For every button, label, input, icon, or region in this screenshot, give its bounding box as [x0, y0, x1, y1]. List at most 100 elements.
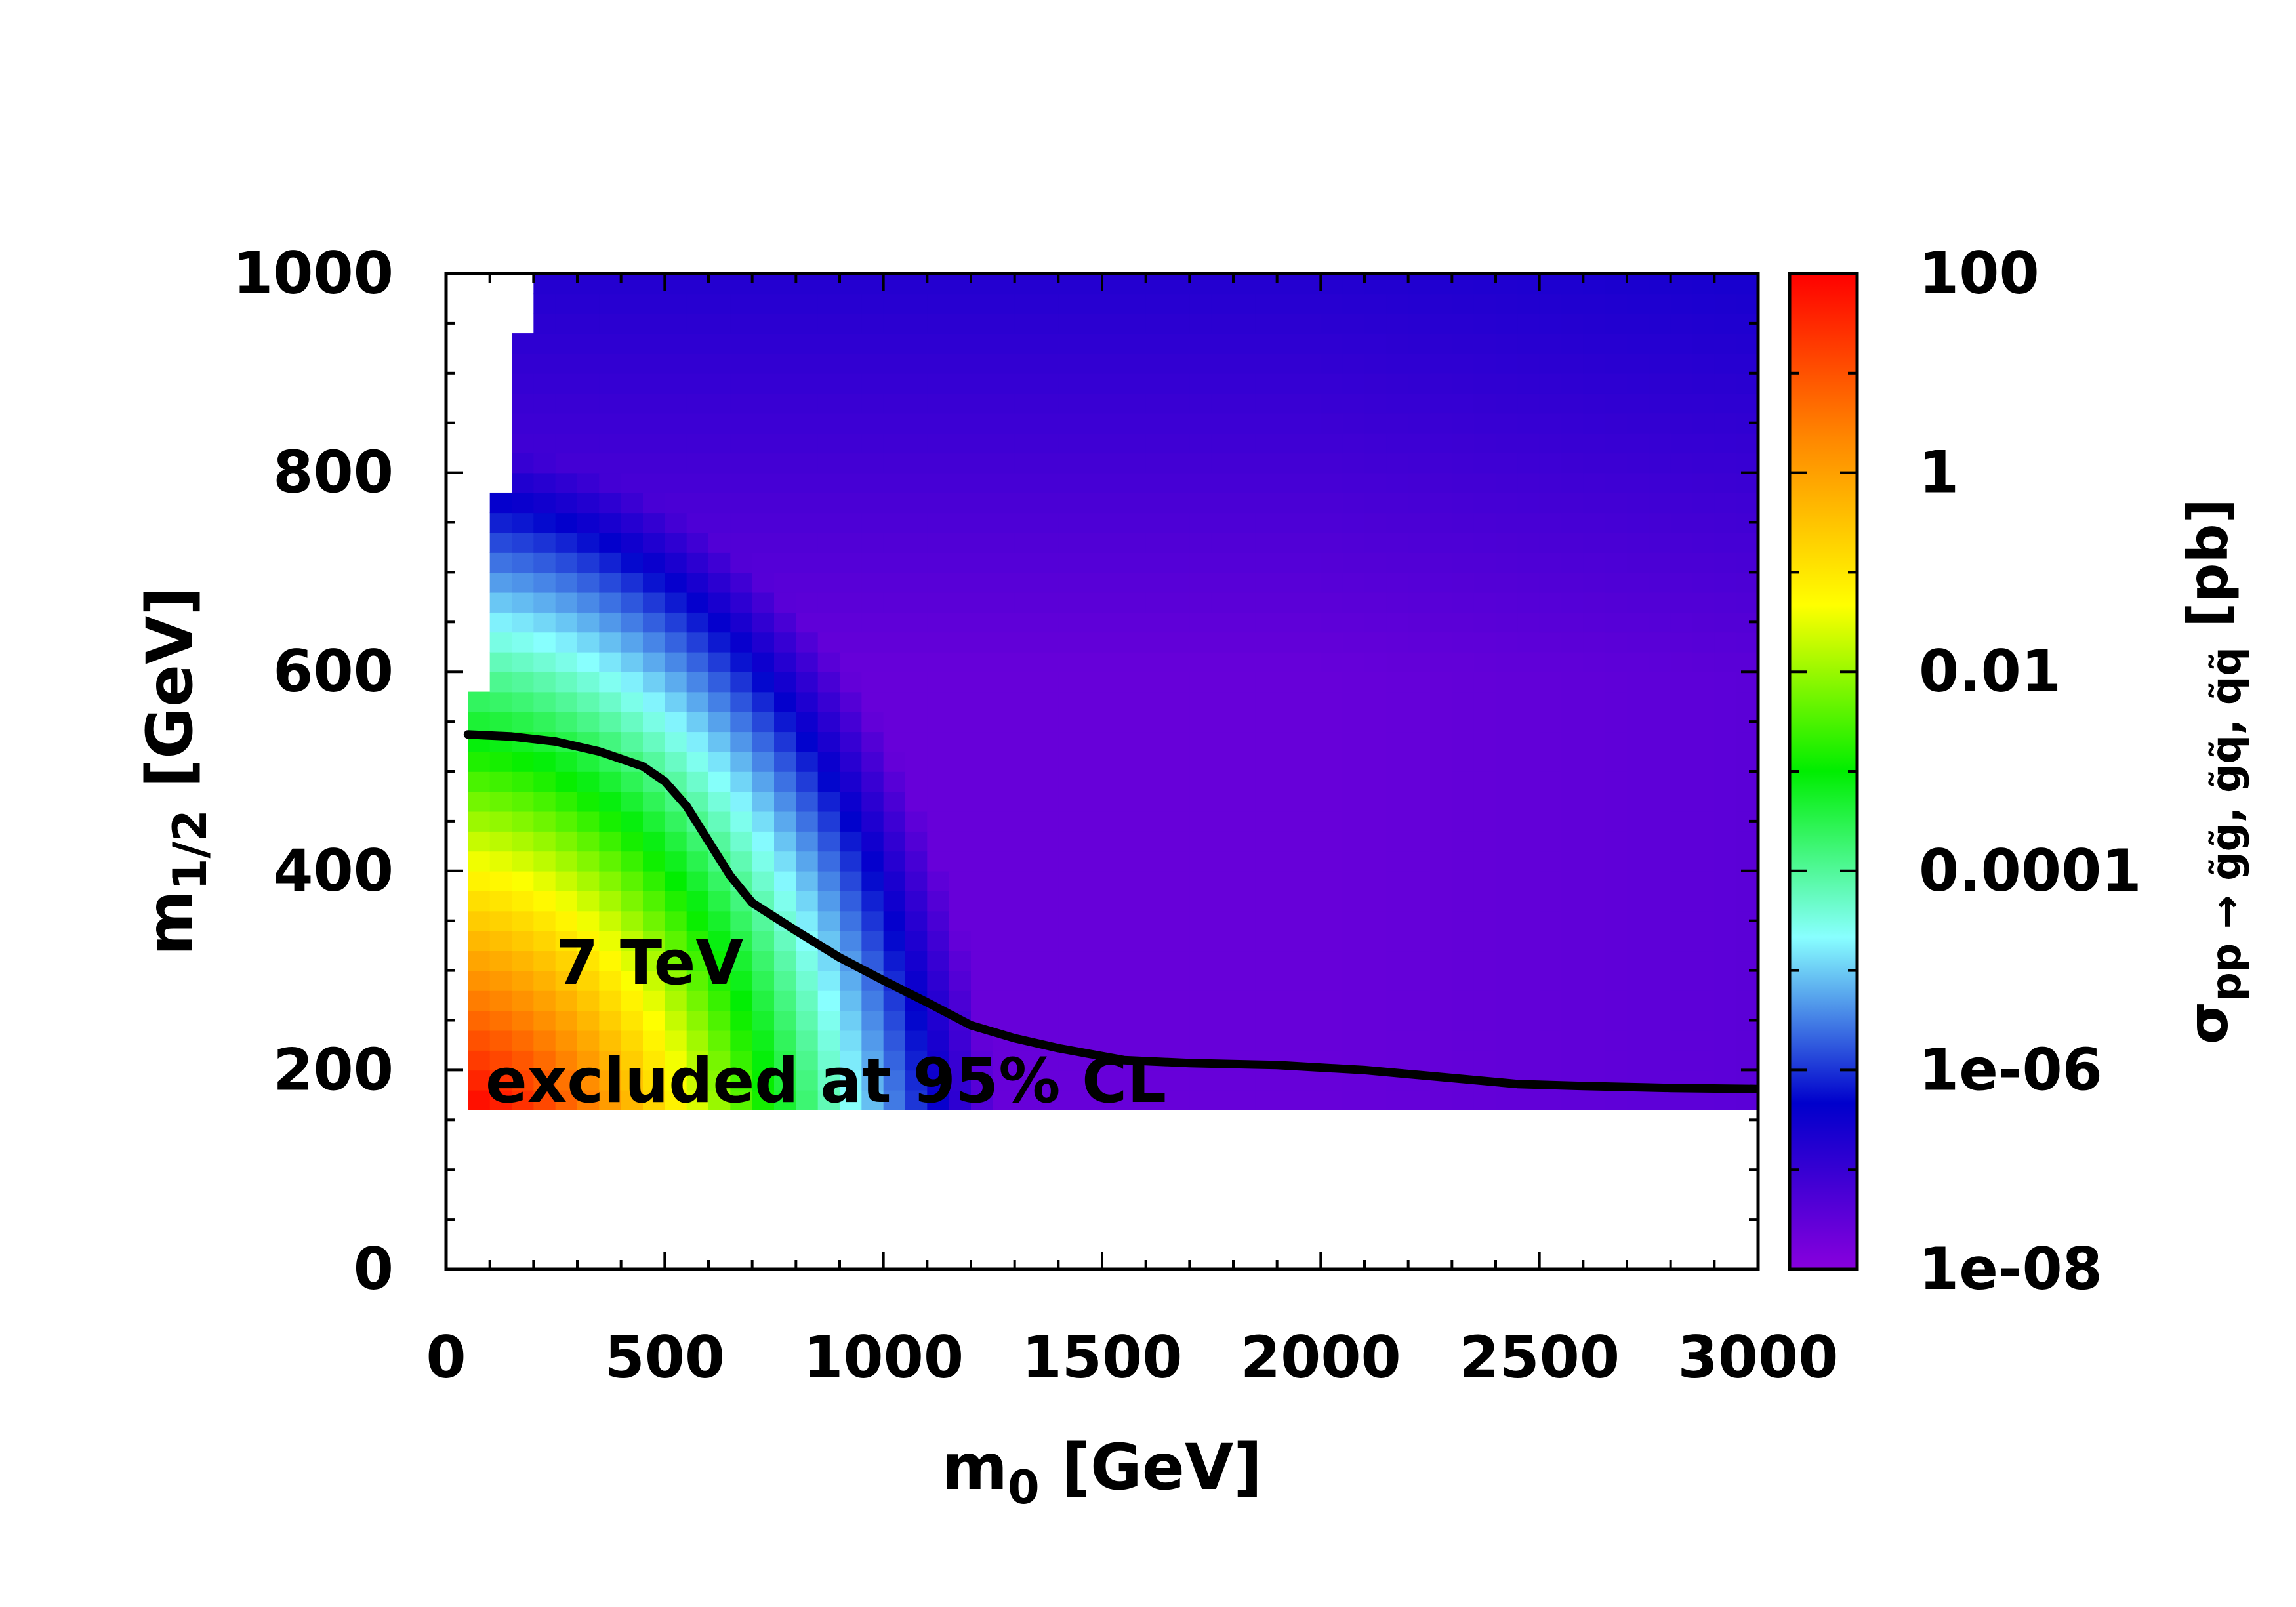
x-tick-label: 500 — [604, 1324, 725, 1391]
heatmap-cell — [1605, 851, 1628, 872]
heatmap-cell — [512, 393, 535, 414]
heatmap-cell — [971, 512, 994, 533]
heatmap-cell — [1714, 512, 1737, 533]
heatmap-cell — [1430, 1050, 1453, 1071]
heatmap-cell — [555, 771, 578, 792]
heatmap-cell — [1714, 472, 1737, 493]
heatmap-cell — [861, 353, 884, 374]
heatmap-cell — [468, 811, 491, 832]
heatmap-cell — [1321, 691, 1343, 712]
heatmap-cell — [1473, 870, 1496, 891]
heatmap-cell — [840, 1030, 863, 1051]
heatmap-cell — [927, 1070, 950, 1091]
heatmap-cell — [686, 632, 709, 653]
heatmap-cell — [1277, 970, 1300, 991]
heatmap-cell — [1583, 791, 1606, 812]
heatmap-cell — [1124, 492, 1147, 514]
heatmap-cell — [1583, 453, 1606, 474]
heatmap-cell — [1102, 432, 1125, 454]
heatmap-cell — [665, 1050, 687, 1071]
heatmap-cell — [1561, 313, 1584, 334]
heatmap-cell — [468, 990, 491, 1011]
heatmap-cell — [905, 512, 928, 533]
heatmap-cell — [730, 353, 753, 374]
heatmap-cell — [1627, 453, 1650, 474]
heatmap-cell — [1605, 393, 1628, 414]
heatmap-cell — [533, 413, 556, 434]
heatmap-cell — [971, 731, 994, 752]
heatmap-cell — [1386, 512, 1409, 533]
heatmap-cell — [1692, 293, 1715, 314]
heatmap-cell — [1386, 930, 1409, 952]
heatmap-cell — [883, 313, 906, 334]
heatmap-cell — [1496, 612, 1519, 633]
heatmap-cell — [1649, 771, 1671, 792]
heatmap-cell — [621, 831, 644, 852]
heatmap-cell — [1561, 691, 1584, 712]
heatmap-cell — [730, 592, 753, 613]
heatmap-cell — [1605, 651, 1628, 672]
heatmap-cell — [1408, 293, 1431, 314]
heatmap-cell — [1277, 612, 1300, 633]
heatmap-cell — [840, 592, 863, 613]
heatmap-cell — [1605, 453, 1628, 474]
heatmap-cell — [949, 492, 972, 514]
heatmap-cell — [1211, 930, 1234, 952]
heatmap-cell — [1145, 313, 1168, 334]
heatmap-cell — [1364, 612, 1387, 633]
heatmap-cell — [905, 572, 928, 593]
heatmap-cell — [883, 373, 906, 394]
heatmap-cell — [621, 811, 644, 832]
heatmap-cell — [883, 811, 906, 832]
heatmap-cell — [1189, 970, 1212, 991]
heatmap-cell — [927, 930, 950, 952]
heatmap-cell — [1496, 672, 1519, 693]
heatmap-cell — [971, 1050, 994, 1071]
heatmap-cell — [1299, 532, 1322, 553]
heatmap-cell — [1473, 771, 1496, 792]
heatmap-cell — [971, 393, 994, 414]
heatmap-cell — [1255, 791, 1278, 812]
heatmap-cell — [489, 910, 512, 931]
heatmap-cell — [1014, 492, 1037, 514]
heatmap-cell — [1736, 552, 1758, 573]
heatmap-cell — [1692, 1089, 1715, 1110]
heatmap-cell — [1692, 413, 1715, 434]
heatmap-cell — [1299, 1070, 1322, 1091]
heatmap-cell — [533, 910, 556, 931]
heatmap-cell — [665, 432, 687, 454]
heatmap-cell — [1649, 393, 1671, 414]
heatmap-cell — [1430, 870, 1453, 891]
heatmap-cell — [949, 811, 972, 832]
heatmap-cell — [840, 313, 863, 334]
heatmap-cell — [512, 353, 535, 374]
heatmap-cell — [1058, 651, 1081, 672]
heatmap-cell — [665, 333, 687, 354]
heatmap-cell — [1539, 353, 1562, 374]
heatmap-cell — [1233, 552, 1256, 573]
heatmap-cell — [949, 731, 972, 752]
heatmap-cell — [1692, 910, 1715, 931]
heatmap-cell — [489, 492, 512, 514]
heatmap-cell — [1649, 791, 1671, 812]
heatmap-cell — [468, 711, 491, 733]
heatmap-cell — [1145, 274, 1168, 295]
heatmap-cell — [1583, 413, 1606, 434]
heatmap-cell — [1452, 950, 1475, 971]
heatmap-cell — [621, 313, 644, 334]
heatmap-cell — [840, 910, 863, 931]
heatmap-cell — [1058, 552, 1081, 573]
x-axis-label-sub: 0 — [1008, 1461, 1040, 1515]
heatmap-cell — [1189, 512, 1212, 533]
heatmap-cell — [796, 851, 819, 872]
heatmap-cell — [1124, 432, 1147, 454]
heatmap-cell — [1627, 831, 1650, 852]
heatmap-cell — [708, 651, 731, 672]
heatmap-cell — [1386, 851, 1409, 872]
heatmap-cell — [1714, 413, 1737, 434]
heatmap-cell — [1408, 970, 1431, 991]
heatmap-cell — [1452, 472, 1475, 493]
heatmap-cell — [1233, 870, 1256, 891]
heatmap-cell — [1692, 930, 1715, 952]
heatmap-cell — [1145, 592, 1168, 613]
